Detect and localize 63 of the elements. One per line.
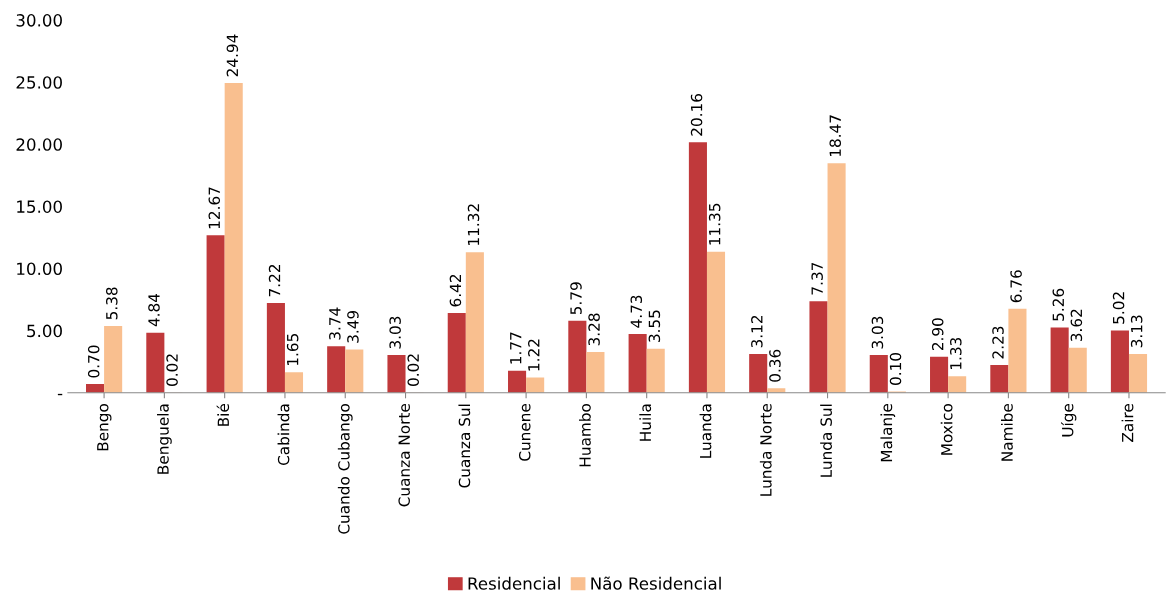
x-tick-label: Namibe [1001, 404, 1013, 461]
x-tick-label: Cabinda [277, 404, 290, 466]
x-tick-label: Malanje [880, 404, 896, 462]
data-label: 3.55 [648, 310, 661, 342]
x-tick-label: Cuanza Norte [398, 404, 410, 507]
x-tick-label: Huambo [578, 404, 591, 467]
x-tick-label: Lunda Norte [759, 404, 772, 496]
x-tick-label: Moxico [940, 404, 953, 455]
data-label: 1.33 [950, 337, 962, 370]
x-tick-label: Cunene [518, 404, 531, 461]
data-label: 12.67 [208, 187, 221, 229]
legend-label: Residencial [468, 576, 560, 590]
data-label: 3.03 [871, 316, 884, 349]
x-tick-label: Lunda Sul [820, 404, 832, 477]
data-label: 0.10 [889, 352, 902, 385]
data-label: 5.26 [1052, 288, 1065, 321]
data-label: 3.28 [588, 313, 600, 346]
data-label: 0.36 [769, 349, 781, 382]
data-label: 0.02 [166, 354, 178, 386]
data-label: 0.02 [407, 354, 419, 386]
data-label: 5.02 [1112, 292, 1125, 324]
x-tick-label: Bié [216, 404, 230, 426]
data-label: 6.76 [1010, 270, 1022, 303]
data-label: 3.62 [1070, 309, 1083, 342]
x-tick-label: Bengo [97, 404, 112, 451]
data-label: 7.37 [811, 262, 823, 295]
y-tick-label: - [57, 393, 63, 396]
data-label: 5.38 [106, 287, 118, 320]
x-tick-label: Huila [639, 404, 652, 441]
data-label: 20.16 [690, 93, 703, 136]
y-tick-label: 25.00 [16, 76, 62, 89]
y-tick-label: 20.00 [16, 138, 62, 151]
legend-label: Não Residencial [591, 576, 721, 590]
data-label: 1.65 [286, 334, 299, 366]
data-label: 1.22 [528, 339, 540, 371]
data-label: 3.12 [751, 315, 763, 348]
data-label: 2.90 [931, 318, 944, 351]
data-label: 0.70 [87, 345, 100, 378]
data-label: 5.79 [570, 282, 582, 315]
y-tick-label: 15.00 [17, 200, 62, 213]
data-label: 7.22 [268, 265, 281, 297]
data-label: 4.73 [630, 295, 643, 328]
data-label: 3.03 [389, 316, 401, 349]
data-label: 18.47 [829, 115, 842, 157]
data-label: 3.49 [347, 310, 359, 343]
data-label: 2.23 [992, 326, 1004, 359]
data-label: 11.35 [708, 203, 721, 245]
x-tick-label: Luanda [699, 404, 712, 458]
data-label: 24.94 [226, 34, 239, 77]
y-tick-label: 5.00 [27, 324, 62, 338]
x-tick-label: Cuanza Sul [458, 404, 471, 488]
data-label: 4.84 [148, 293, 160, 327]
data-label: 3.13 [1130, 315, 1143, 348]
y-tick-label: 30.00 [16, 14, 62, 27]
y-tick-label: 10.00 [17, 262, 62, 276]
x-tick-label: Zaire [1121, 404, 1134, 442]
data-label: 1.77 [510, 332, 522, 364]
x-tick-label: Uíge [1060, 404, 1077, 437]
data-label: 3.74 [329, 307, 341, 340]
x-tick-label: Benguela [156, 404, 172, 474]
x-tick-label: Cuando Cubango [337, 404, 353, 534]
data-label: 6.42 [449, 274, 462, 307]
data-label: 11.32 [467, 204, 480, 245]
